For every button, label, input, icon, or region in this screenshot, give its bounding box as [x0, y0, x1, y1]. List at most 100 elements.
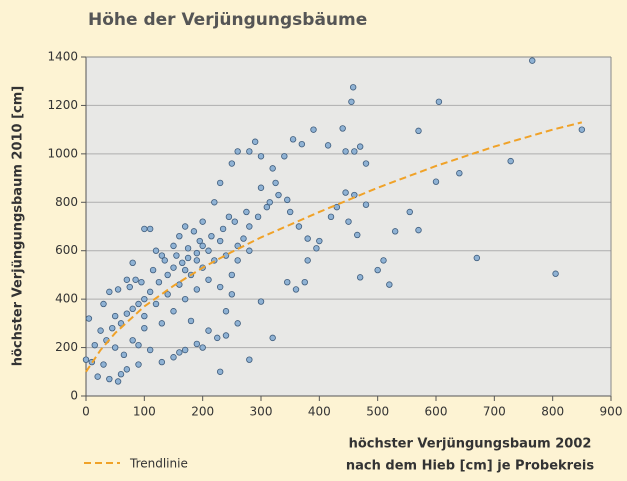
scatter-point [117, 371, 125, 378]
scatter-point [257, 298, 265, 305]
scatter-point [456, 170, 463, 177]
scatter-point [152, 300, 160, 308]
scatter-point [114, 378, 122, 385]
x-tick-label: 400 [308, 405, 331, 419]
scatter-point [164, 291, 171, 298]
trend-line [85, 121, 583, 373]
y-tick-label: 1200 [47, 98, 78, 112]
scatter-point [298, 140, 306, 148]
scatter-point [362, 160, 370, 167]
x-tick-label: 300 [250, 405, 273, 419]
x-tick-label: 800 [541, 405, 564, 419]
scatter-point [196, 237, 203, 245]
scatter-point [234, 148, 241, 155]
scatter-point [85, 315, 93, 322]
scatter-point [176, 281, 183, 288]
scatter-point [552, 270, 559, 277]
x-axis-label: höchster Verjüngungsbaum 2002 [349, 437, 592, 452]
scatter-point [374, 266, 381, 274]
scatter-point [117, 320, 125, 327]
scatter-point [141, 325, 148, 332]
scatter-point [214, 334, 221, 342]
scatter-point [106, 375, 113, 383]
scatter-point [208, 232, 215, 240]
scatter-point [149, 266, 157, 274]
scatter-point [199, 344, 206, 351]
scatter-point [91, 341, 98, 349]
scatter-point [240, 235, 247, 242]
y-tick-label: 200 [55, 340, 78, 354]
x-tick-label: 700 [483, 405, 506, 419]
scatter-point [295, 223, 303, 230]
scatter-point [111, 344, 119, 351]
scatter-point [507, 157, 514, 165]
scatter-point [342, 189, 349, 196]
scatter-point [349, 84, 357, 91]
scatter-point [176, 349, 183, 356]
scatter-point [348, 98, 355, 105]
scatter-point [173, 252, 180, 259]
scatter-point [578, 126, 586, 133]
scatter-point [333, 203, 341, 211]
y-tick-label: 1000 [47, 146, 78, 160]
scatter-point [135, 361, 142, 368]
scatter-point [141, 312, 148, 320]
scatter-point [170, 308, 177, 315]
x-tick-label: 200 [191, 405, 214, 419]
scatter-point [234, 257, 241, 264]
scatter-point [222, 308, 230, 315]
scatter-point [111, 312, 119, 320]
scatter-point [473, 254, 481, 262]
scatter-point [181, 223, 189, 230]
scatter-point [179, 259, 186, 267]
x-tick-label: 600 [425, 405, 448, 419]
scatter-point [529, 57, 536, 64]
y-tick-label: 800 [55, 195, 78, 209]
scatter-point [97, 327, 104, 334]
scatter-point [211, 199, 218, 206]
scatter-point [228, 271, 236, 279]
scatter-point [216, 368, 224, 375]
scatter-point [345, 218, 352, 225]
scatter-point [193, 249, 201, 257]
scatter-point [190, 228, 198, 235]
scatter-point [284, 278, 291, 286]
x-axis-label: nach dem Hieb [cm] je Probekreis [346, 459, 594, 474]
scatter-point [269, 165, 276, 172]
scatter-point [292, 286, 300, 293]
scatter-point [339, 125, 346, 132]
scatter-point [123, 366, 131, 373]
scatter-point [199, 218, 206, 225]
scatter-point [135, 300, 142, 308]
scatter-point [164, 271, 171, 279]
chart-title: Höhe der Verjüngungsbäume [88, 10, 367, 30]
scatter-point [435, 98, 443, 105]
scatter-point [129, 337, 136, 344]
scatter-point [304, 235, 311, 242]
scatter-point [114, 286, 122, 293]
scatter-point [257, 184, 265, 191]
y-axis-label: höchster Verjüngungsbaum 2010 [cm] [11, 86, 26, 367]
scatter-point [219, 225, 227, 233]
scatter-point [199, 242, 206, 250]
scatter-point [181, 346, 189, 354]
x-tick-label: 0 [82, 405, 90, 419]
scatter-point [123, 310, 131, 317]
legend-label: Trendlinie [129, 457, 188, 471]
scatter-point [216, 237, 224, 245]
scatter-point [170, 242, 177, 250]
scatter-point [380, 257, 387, 264]
scatter-point [222, 332, 230, 339]
scatter-point [158, 320, 166, 327]
scatter-point [184, 245, 192, 252]
scatter-point [316, 237, 323, 245]
scatter-point [324, 142, 332, 149]
scatter-point [94, 373, 101, 380]
scatter-point [176, 232, 183, 240]
scatter-point [246, 148, 253, 155]
scatter-point [225, 213, 233, 221]
scatter-point [120, 351, 128, 359]
scatter-point [100, 361, 107, 368]
scatter-point [234, 320, 241, 327]
scatter-point [193, 257, 201, 264]
